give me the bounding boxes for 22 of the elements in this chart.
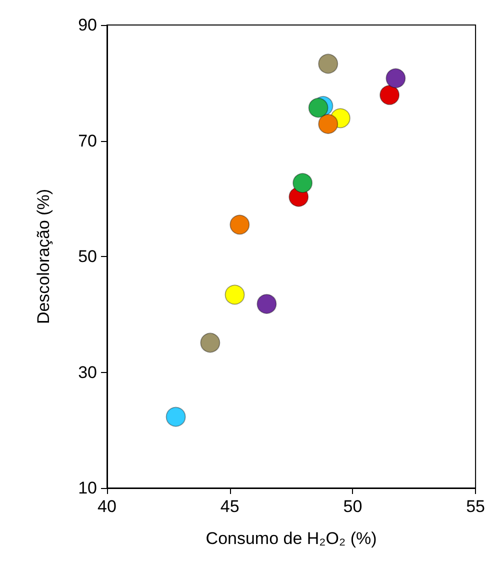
- x-tick-label: 40: [98, 497, 116, 516]
- y-tick-label: 90: [78, 16, 97, 34]
- y-tick-label: 30: [78, 362, 97, 382]
- point: [200, 332, 220, 353]
- y-axis-title: Descoloração (%): [34, 188, 53, 324]
- point: [318, 114, 338, 134]
- x-axis-title: Consumo de H₂O₂ (%): [206, 529, 377, 548]
- point: [224, 284, 245, 305]
- x-tick-label: 50: [343, 497, 362, 516]
- point: [318, 54, 338, 74]
- y-tick-label: 70: [78, 131, 97, 150]
- point: [386, 68, 406, 88]
- point: [230, 214, 250, 235]
- y-tick-label: 50: [78, 247, 97, 266]
- point: [166, 406, 186, 427]
- y-tick-label: 10: [78, 478, 97, 498]
- x-tick-label: 55: [466, 497, 486, 516]
- point: [380, 85, 400, 106]
- point: [292, 173, 313, 193]
- point: [308, 98, 328, 118]
- point: [256, 294, 277, 314]
- x-tick-label: 45: [220, 497, 240, 516]
